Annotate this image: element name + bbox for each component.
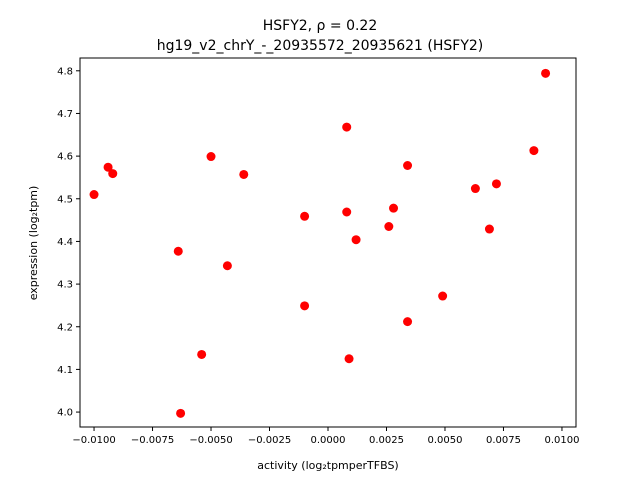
x-tick-label: 0.0050: [427, 435, 462, 446]
x-tick-label: 0.0100: [544, 435, 579, 446]
data-point-7: [206, 152, 216, 162]
y-tick-label: 4.7: [57, 109, 73, 120]
data-point-16: [384, 222, 394, 231]
y-tick-label: 4.1: [57, 365, 73, 376]
y-axis-label: expression (log₂tpm): [27, 186, 40, 301]
data-point-6: [197, 349, 207, 359]
y-tick-label: 4.5: [57, 194, 73, 205]
data-point-14: [344, 354, 354, 364]
y-tick-label: 4.6: [57, 152, 73, 163]
data-point-5: [176, 408, 186, 418]
x-tick-label: 0.0000: [311, 435, 346, 446]
data-point-15: [351, 235, 361, 245]
data-point-21: [470, 184, 480, 194]
y-axis-ticks: 4.0 4.1 4.2 4.3 4.4 4.5 4.6 4.7 4.8: [57, 66, 80, 419]
x-axis-ticks: −0.0100 −0.0075 −0.0050 −0.0025 0.0000 0.0025…: [72, 427, 579, 446]
data-point-4: [173, 246, 183, 256]
data-point-20: [438, 291, 448, 301]
data-point-13: [342, 207, 352, 217]
data-point-2: [103, 162, 113, 172]
chart-title-line2: hg19_v2_chrY_-_20935572_20935621 (HSFY2): [157, 38, 484, 54]
data-point-18: [403, 161, 413, 170]
x-tick-label: −0.0025: [248, 435, 291, 446]
data-point-9: [239, 169, 249, 179]
data-point-10: [300, 211, 310, 221]
y-tick-label: 4.8: [57, 66, 73, 77]
x-tick-label: 0.0075: [486, 435, 521, 446]
x-tick-label: −0.0075: [131, 435, 174, 446]
y-tick-label: 4.3: [57, 280, 73, 291]
chart-title-line1: HSFY2, ρ = 0.22: [263, 18, 378, 34]
data-point-11: [300, 301, 310, 311]
data-point-1: [89, 190, 99, 200]
x-tick-label: 0.0025: [369, 435, 404, 446]
y-tick-label: 4.4: [57, 237, 73, 248]
y-tick-label: 4.2: [57, 322, 73, 333]
data-point-25: [541, 68, 551, 78]
data-points: [89, 68, 551, 418]
data-point-17: [389, 203, 399, 213]
data-point-24: [529, 146, 539, 156]
data-point-12: [342, 122, 352, 132]
data-point-23: [491, 179, 501, 189]
data-point-22: [484, 224, 494, 234]
y-tick-label: 4.0: [57, 408, 73, 419]
x-axis-label: activity (log₂tpmperTFBS): [257, 459, 398, 472]
data-point-19: [403, 317, 413, 327]
data-point-3: [108, 169, 118, 179]
data-point-8: [222, 261, 232, 271]
x-tick-label: −0.0050: [189, 435, 232, 446]
x-tick-label: −0.0100: [72, 435, 115, 446]
